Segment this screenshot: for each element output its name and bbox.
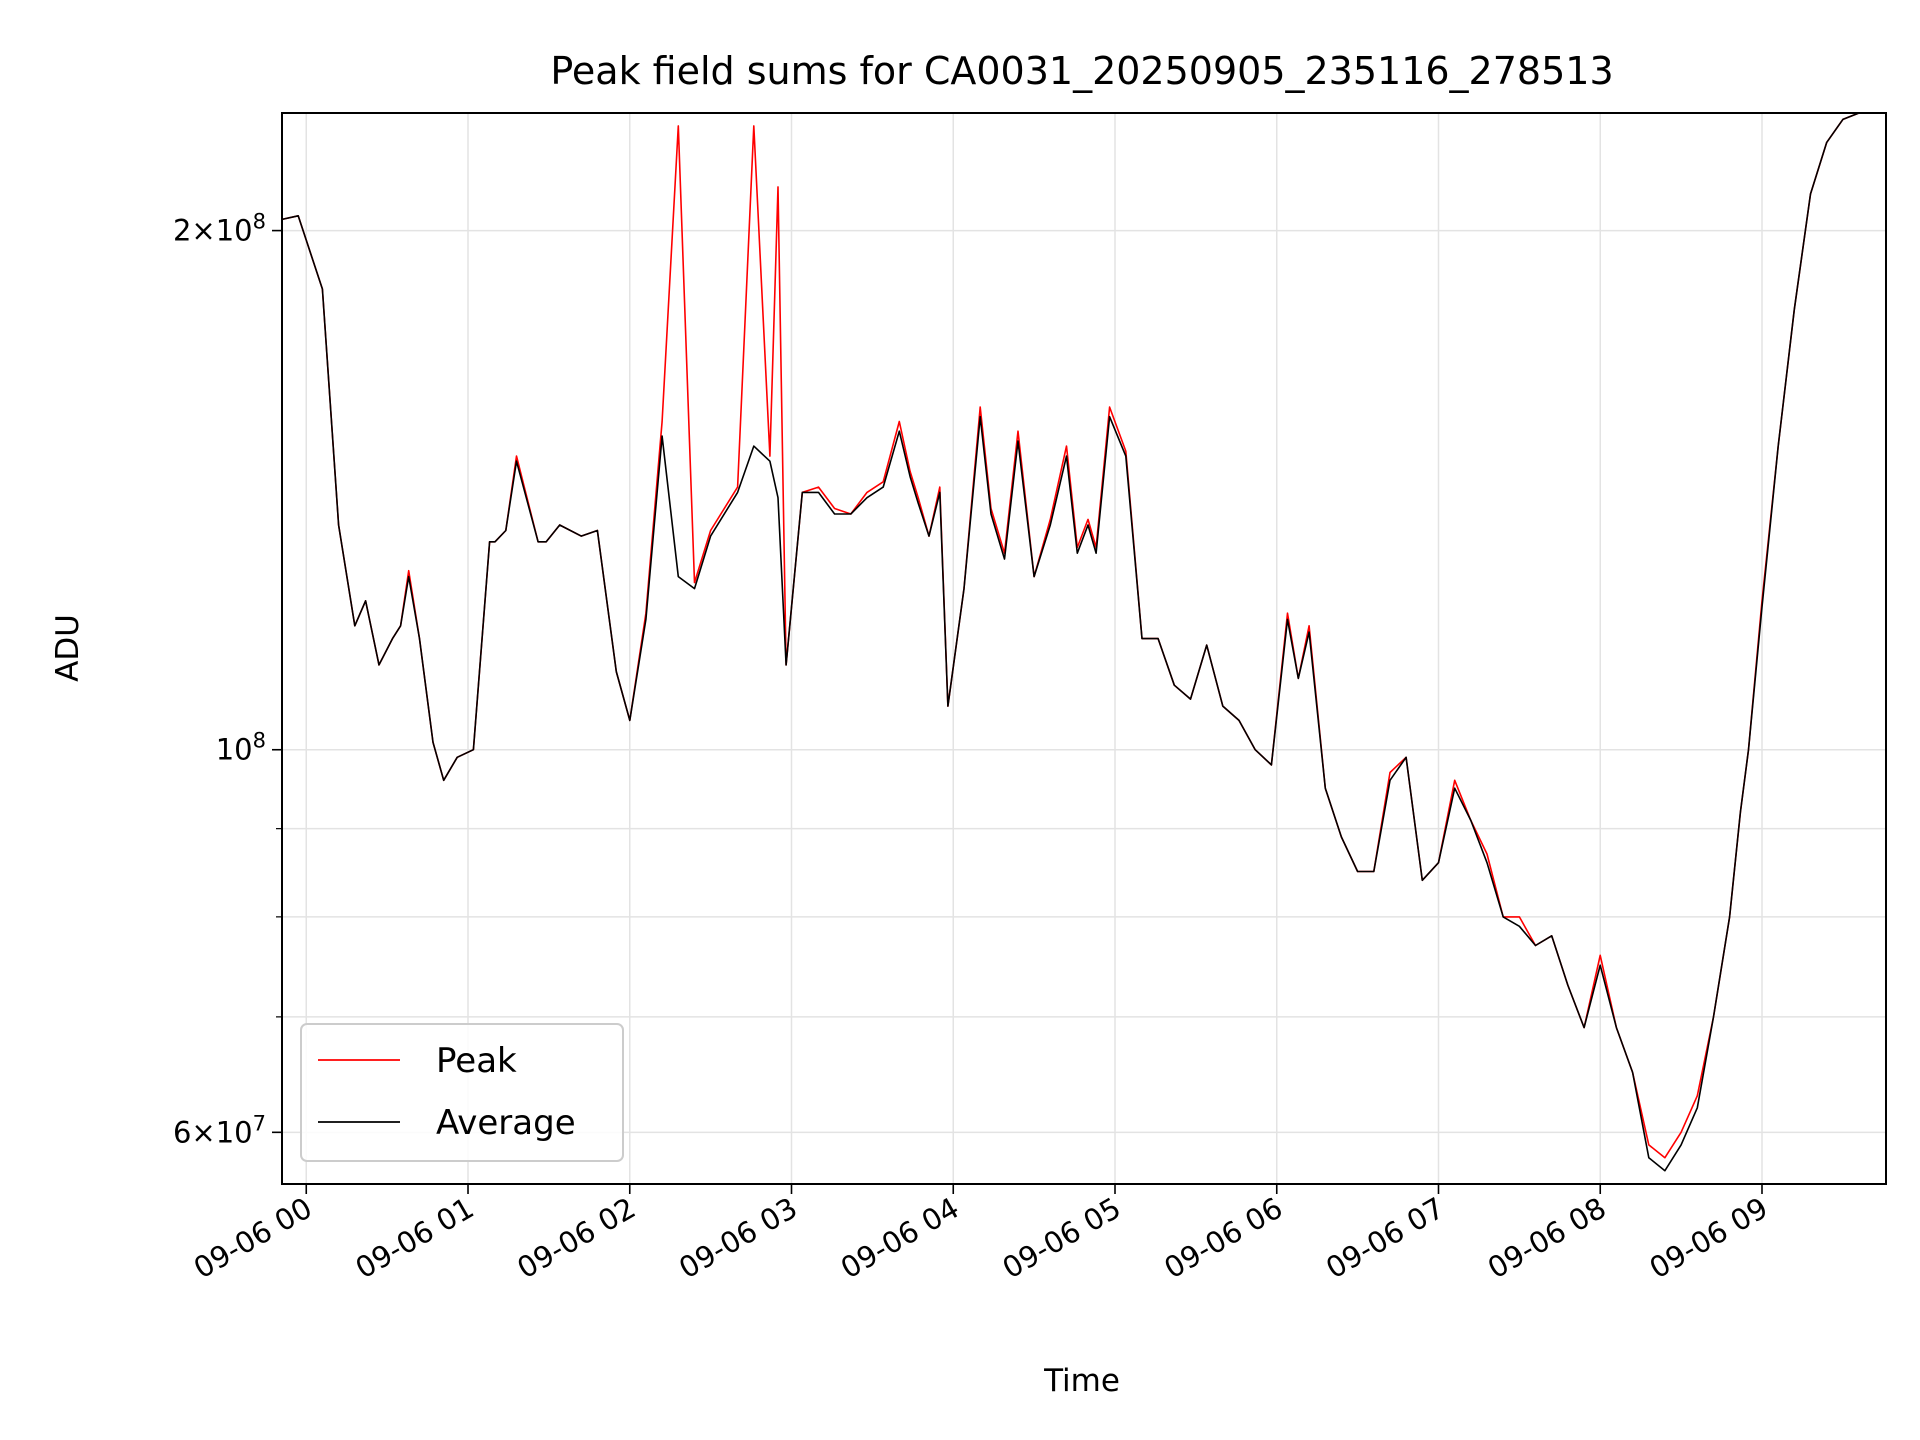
y-tick-label: 2×108: [173, 210, 266, 248]
series-layer: [281, 112, 1886, 1172]
y-tick-label: 6×107: [173, 1111, 266, 1149]
x-axis-title: Time: [1043, 1363, 1120, 1399]
grid: [282, 113, 1886, 1184]
series-line-average: [281, 112, 1886, 1172]
y-tick-label: 108: [216, 729, 266, 767]
y-axis-title: ADU: [50, 614, 86, 682]
legend-peak-label: Peak: [436, 1041, 517, 1081]
y-axis: 2×108 108 6×107: [173, 210, 282, 1149]
plot-frame: [281, 112, 1887, 1185]
legend: Peak Average: [300, 1023, 624, 1162]
legend-box: [300, 1023, 624, 1162]
chart-title: Peak field sums for CA0031_20250905_2351…: [550, 49, 1613, 93]
legend-average-label: Average: [436, 1103, 576, 1143]
